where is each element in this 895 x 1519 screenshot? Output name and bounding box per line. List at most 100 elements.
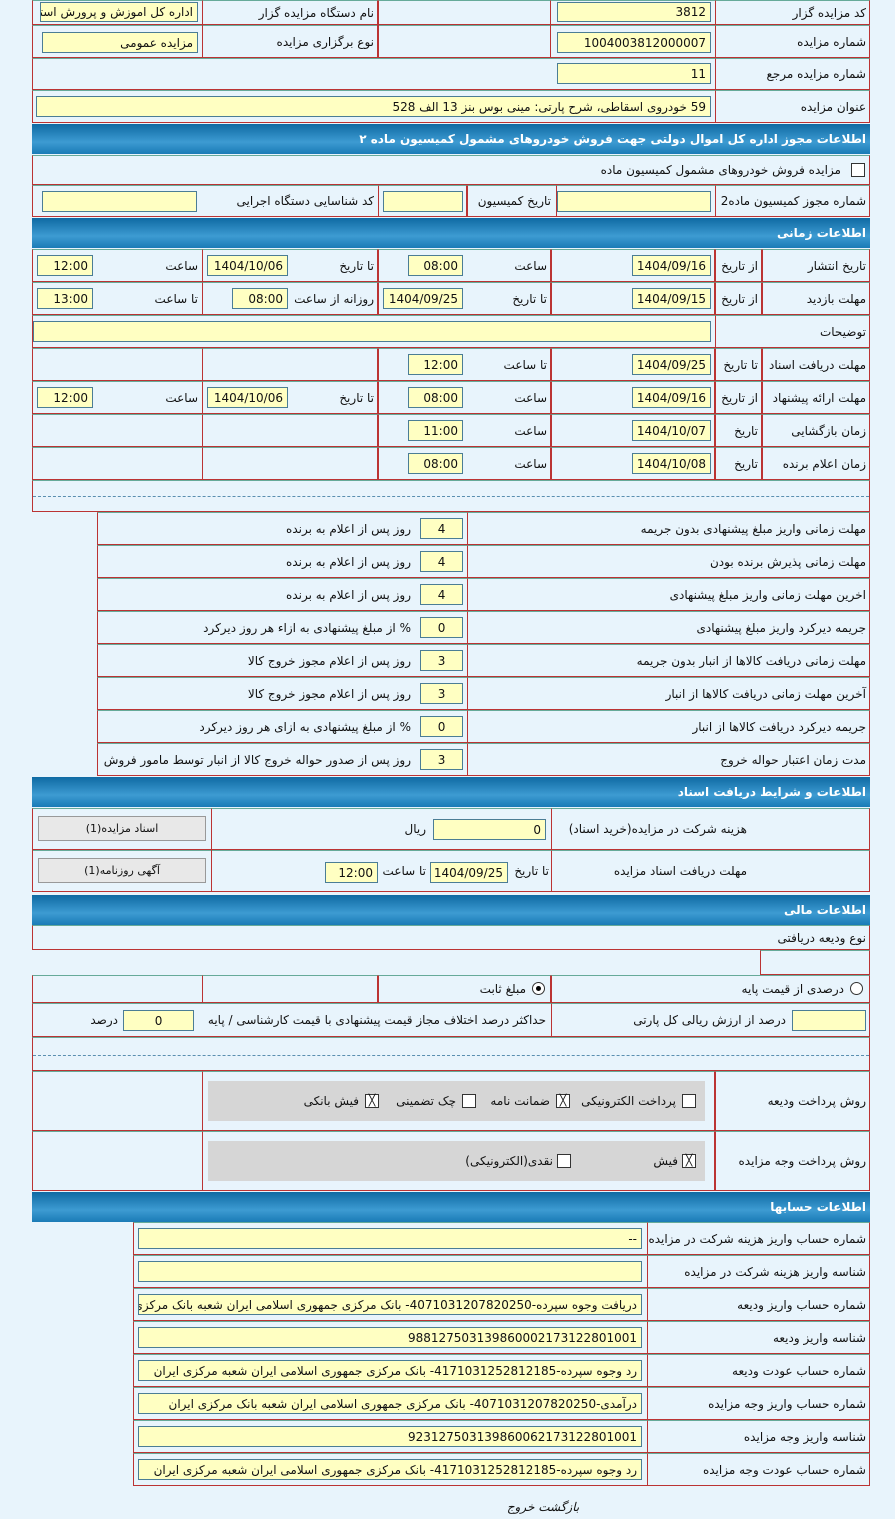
account-field[interactable]: درآمدی-4071031207820250- بانک مرکزی جمهو… [138, 1393, 642, 1414]
auction-docs-button[interactable]: اسناد مزایده(1) [38, 816, 206, 841]
timing-section-header: اطلاعات زمانی [32, 218, 870, 248]
table-cell [202, 1071, 715, 1131]
deposit-method-checkbox[interactable] [682, 1094, 696, 1108]
deposit-method-checkbox[interactable] [462, 1094, 476, 1108]
date-field[interactable]: 1404/09/16 [632, 255, 711, 276]
time-field[interactable]: 11:00 [408, 420, 463, 441]
radio-label: مبلغ ثابت [479, 982, 526, 996]
table-cell [551, 381, 715, 414]
exec-id-field[interactable] [42, 191, 197, 212]
table-cell [378, 381, 551, 414]
table-cell [647, 1321, 870, 1354]
fixed-amount-radio[interactable] [532, 982, 545, 995]
table-cell [32, 808, 212, 892]
divider [33, 496, 869, 497]
date-field[interactable]: 1404/10/06 [207, 387, 288, 408]
account-field[interactable]: رد وجوه سپرده-4171031252812185- بانک مرک… [138, 1360, 642, 1381]
account-field[interactable]: 988127503139860002173122801001 [138, 1327, 642, 1348]
deposit-method-checkbox[interactable]: ╳ [365, 1094, 379, 1108]
time-field[interactable]: 12:00 [325, 862, 378, 883]
time-field[interactable]: 08:00 [408, 387, 463, 408]
ref-number-field[interactable]: 11 [557, 63, 711, 84]
auction-number-field[interactable]: 1004003812000007 [557, 32, 711, 53]
percent-radio[interactable] [850, 982, 863, 995]
time-field[interactable]: 08:00 [408, 453, 463, 474]
commission-checkbox[interactable] [851, 163, 865, 177]
percent-field[interactable] [792, 1010, 866, 1031]
rule-value-field[interactable]: 4 [420, 518, 463, 539]
table-cell [378, 0, 551, 58]
payment-method-checkbox[interactable]: ╳ [682, 1154, 696, 1168]
field-label: ساعت [514, 258, 547, 273]
payment-method-checkbox[interactable] [557, 1154, 571, 1168]
rule-value-field[interactable]: 4 [420, 551, 463, 572]
auctioneer-code-field[interactable]: 3812 [557, 2, 711, 22]
rule-value-field[interactable]: 0 [420, 617, 463, 638]
account-field[interactable]: دریافت وجوه سپرده-4071031207820250- بانک… [138, 1294, 642, 1315]
date-field[interactable]: 1404/09/25 [430, 862, 508, 883]
table-cell [551, 282, 715, 315]
time-field[interactable]: 12:00 [408, 354, 463, 375]
rule-unit: روز پس از اعلام مجوز خروج کالا [247, 653, 411, 668]
table-cell [715, 90, 870, 123]
field-label: زمان بازگشایی [791, 423, 866, 438]
date-field[interactable]: 1404/10/07 [632, 420, 711, 441]
rule-value-field[interactable]: 3 [420, 650, 463, 671]
permit-number-field[interactable] [557, 191, 711, 212]
field-label: نوع برگزاری مزایده [276, 34, 374, 49]
footer-links[interactable]: بازگشت خروج [506, 1500, 580, 1514]
notes-field[interactable] [33, 321, 711, 342]
account-field[interactable]: 923127503139860062173122801001 [138, 1426, 642, 1447]
account-field[interactable]: رد وجوه سپرده-4171031252812185- بانک مرک… [138, 1459, 642, 1480]
table-cell [715, 447, 762, 480]
table-cell [762, 447, 870, 480]
auction-title-field[interactable]: 59 خودروی اسقاطی، شرح پارتی: مینی بوس بن… [36, 96, 711, 117]
table-cell [378, 414, 551, 447]
table-cell [467, 611, 870, 644]
commission-date-field[interactable] [383, 191, 463, 212]
field-label: ساعت [514, 423, 547, 438]
table-cell [715, 185, 870, 217]
table-cell [647, 1255, 870, 1288]
account-field[interactable] [138, 1261, 642, 1282]
rule-label: مهلت زمانی پذیرش برنده بودن [709, 554, 866, 569]
newspaper-ad-button[interactable]: آگهی روزنامه(1) [38, 858, 206, 883]
deposit-method-checkbox[interactable]: ╳ [556, 1094, 570, 1108]
time-field[interactable]: 13:00 [37, 288, 93, 309]
deposit-methods-box [208, 1081, 705, 1121]
rule-value-field[interactable]: 3 [420, 683, 463, 704]
table-cell [762, 381, 870, 414]
table-cell [467, 644, 870, 677]
table-cell [202, 282, 378, 315]
rule-value-field[interactable]: 0 [420, 716, 463, 737]
time-field[interactable]: 12:00 [37, 255, 93, 276]
rule-unit: روز پس از اعلام به برنده [286, 587, 411, 602]
time-field[interactable]: 08:00 [232, 288, 288, 309]
max-diff-field[interactable]: 0 [123, 1010, 194, 1031]
table-cell [378, 447, 551, 480]
table-cell [32, 925, 870, 950]
time-field[interactable]: 12:00 [37, 387, 93, 408]
org-name-field[interactable]: اداره کل اموزش و پرورش استا [40, 2, 198, 22]
date-field[interactable]: 1404/09/25 [383, 288, 463, 309]
date-field[interactable]: 1404/10/08 [632, 453, 711, 474]
field-label: زمان اعلام برنده [782, 456, 866, 471]
field-label: مهلت ارائه پیشنهاد [772, 390, 866, 405]
time-field[interactable]: 08:00 [408, 255, 463, 276]
date-field[interactable]: 1404/09/16 [632, 387, 711, 408]
rule-value-field[interactable]: 4 [420, 584, 463, 605]
date-field[interactable]: 1404/09/15 [632, 288, 711, 309]
account-field[interactable]: -- [138, 1228, 642, 1249]
account-label: شماره حساب واریز ودیعه [737, 1297, 866, 1312]
table-cell [378, 348, 551, 381]
account-label: شماره حساب واریز هزینه شرکت در مزایده [648, 1231, 866, 1246]
table-cell [378, 975, 551, 1003]
rule-value-field[interactable]: 3 [420, 749, 463, 770]
date-field[interactable]: 1404/10/06 [207, 255, 288, 276]
table-cell [647, 1387, 870, 1420]
field-label: مهلت بازدید [806, 291, 866, 306]
fee-field[interactable]: 0 [433, 819, 546, 840]
holding-type-field[interactable]: مزایده عمومی [42, 32, 198, 53]
date-field[interactable]: 1404/09/25 [632, 354, 711, 375]
field-label: ساعت [165, 390, 198, 405]
